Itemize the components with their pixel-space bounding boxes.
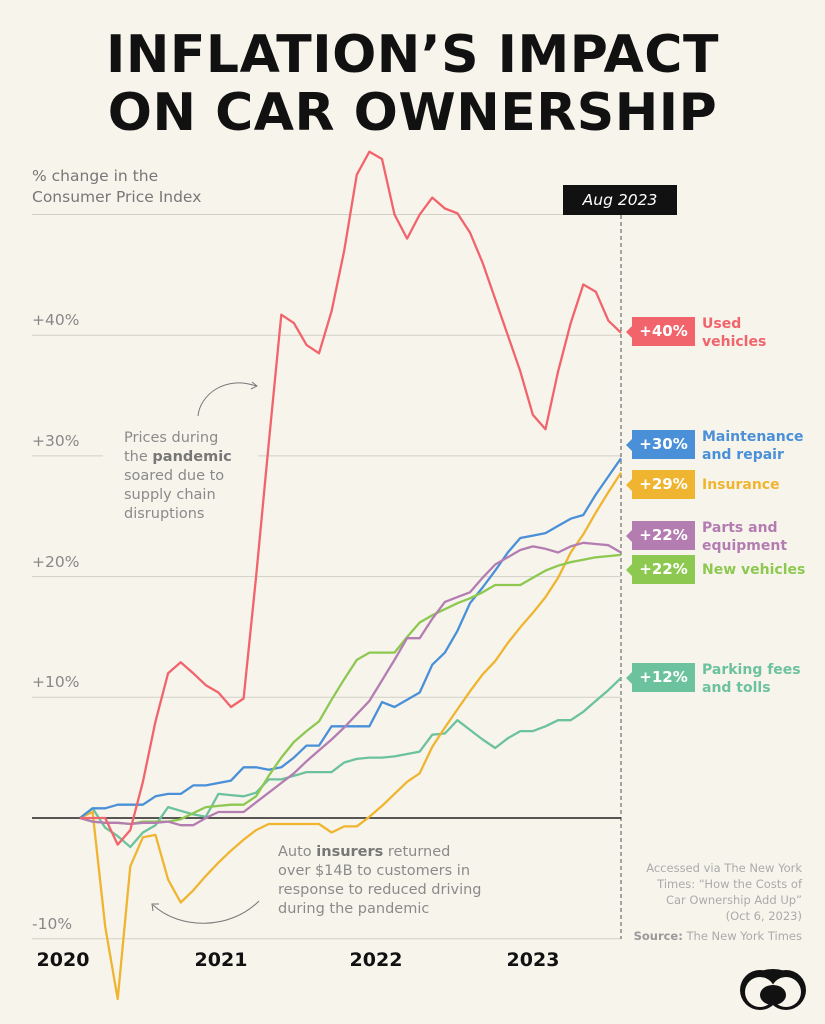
- y-axis-title-line-1: % change in the: [32, 167, 159, 185]
- series-end-badge: +29%: [626, 470, 695, 499]
- series-end-badge: +12%: [626, 663, 695, 692]
- series-legend-label: Used vehicles: [702, 315, 766, 351]
- series-end-badge: +40%: [626, 317, 695, 346]
- series-end-badge: +22%: [626, 555, 695, 584]
- series-legend-label: Insurance: [702, 476, 780, 494]
- series-legend-label-line: Parts and: [702, 520, 778, 536]
- series-legend-label-line: Insurance: [702, 477, 780, 493]
- annotation-text: disruptions: [124, 506, 205, 522]
- y-tick-label: +10%: [32, 673, 80, 692]
- annotation-arrow-insurers: [152, 900, 260, 924]
- gridlines: [32, 214, 621, 940]
- annotation-text: over $14B to customers in: [278, 863, 471, 879]
- y-tick-label: +30%: [32, 431, 80, 450]
- annotation-arrowhead-pandemic: [250, 381, 258, 390]
- annotation-text: the: [124, 449, 153, 465]
- annotation-text: Prices during: [124, 430, 219, 446]
- annotation-text: response to reduced driving: [278, 882, 482, 898]
- series-end-badge: +30%: [626, 430, 695, 459]
- y-axis-title: % change in the Consumer Price Index: [32, 166, 201, 208]
- series-legend-label-line: Parking fees: [702, 662, 801, 678]
- series-legend-label-line: equipment: [702, 538, 788, 554]
- series-legend-label: New vehicles: [702, 561, 805, 579]
- x-tick-2021: 2021: [194, 949, 248, 971]
- source-note: Car Ownership Add Up”: [665, 893, 802, 907]
- series-legend-label: Parking fees and tolls: [702, 661, 801, 697]
- series-legend-label-line: and tolls: [702, 680, 771, 696]
- annotation-insurers: Auto insurers returned over $14B to cust…: [278, 843, 482, 919]
- title-line-2: ON CAR OWNERSHIP: [107, 83, 718, 143]
- series-legend-label-line: Used: [702, 316, 742, 332]
- date-marker-label: Aug 2023: [563, 185, 677, 215]
- binoculars-logo-icon: [740, 969, 806, 1010]
- annotation-text: Auto: [278, 844, 317, 860]
- series-line-used-vehicles: [80, 150, 622, 846]
- annotation-arrowhead-insurers: [151, 903, 159, 912]
- annotation-text: supply chain: [124, 487, 216, 503]
- x-tick-2022: 2022: [349, 949, 403, 971]
- annotation-text: returned: [383, 844, 451, 860]
- y-axis-title-line-2: Consumer Price Index: [32, 188, 202, 206]
- series-legend-label-line: New vehicles: [702, 562, 806, 578]
- source-note: Times: “How the Costs of: [657, 877, 802, 891]
- series-legend-label: Maintenance and repair: [702, 428, 804, 464]
- series-line-insurance: [79, 472, 622, 1001]
- series-end-badge: +22%: [626, 521, 695, 550]
- x-tick-2023: 2023: [506, 949, 560, 971]
- series-legend-label-line: Maintenance: [702, 429, 804, 445]
- source-note: Accessed via The New York: [646, 861, 802, 875]
- series-line-new-vehicles: [79, 553, 622, 826]
- source-value: The New York Times: [682, 929, 802, 943]
- y-tick-label: +40%: [32, 311, 80, 330]
- annotation-bold-text: insurers: [316, 844, 384, 860]
- page-title: INFLATION’S IMPACT ON CAR OWNERSHIP: [0, 26, 825, 142]
- annotation-text: during the pandemic: [278, 901, 430, 917]
- annotation-bold-text: pandemic: [152, 449, 232, 465]
- series-legend-label-line: vehicles: [702, 334, 767, 350]
- series-line-maintenance-and-repair: [79, 457, 622, 819]
- title-line-1: INFLATION’S IMPACT: [106, 25, 719, 85]
- y-tick-label: +20%: [32, 552, 80, 571]
- source-notes: Accessed via The New York Times: “How th…: [646, 860, 802, 924]
- source-label: Source:: [633, 929, 683, 943]
- series-legend-label-line: and repair: [702, 447, 784, 463]
- x-tick-2020: 2020: [36, 949, 90, 971]
- series-legend-label: Parts and equipment: [702, 519, 787, 555]
- series-line-parking-fees-and-tolls: [79, 677, 622, 849]
- annotation-pandemic: Prices during the pandemic soared due to…: [124, 429, 232, 524]
- source-credit: Source: The New York Times: [634, 929, 802, 943]
- source-note: (Oct 6, 2023): [725, 909, 802, 923]
- series-lines: [79, 150, 622, 1001]
- series-line-parts-and-equipment: [79, 541, 622, 827]
- annotation-text: soared due to: [124, 468, 225, 484]
- y-tick-label: -10%: [32, 914, 73, 933]
- annotation-arrow-pandemic: [197, 382, 257, 417]
